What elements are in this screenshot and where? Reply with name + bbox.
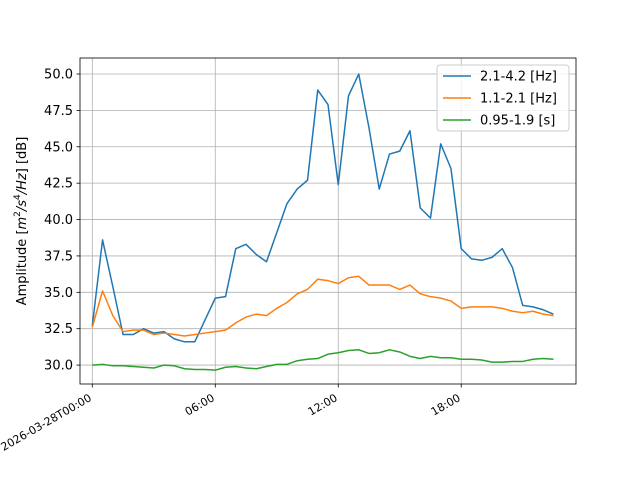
series-line-1	[91, 275, 554, 337]
axes-frame	[79, 57, 577, 385]
series-lines	[91, 73, 554, 371]
legend-label: 2.1-4.2 [Hz]	[480, 70, 557, 85]
x-tick-label: 18:00	[429, 391, 463, 418]
grid-lines	[80, 58, 576, 384]
series-line-0	[91, 73, 554, 343]
x-tick-label: 06:00	[183, 391, 217, 418]
y-tick-label: 32.5	[44, 322, 73, 337]
y-tick-label: 47.5	[44, 104, 73, 119]
legend-label: 0.95-1.9 [s]	[480, 114, 555, 129]
y-axis-ticks: 30.0 32.5 35.0 37.5 40.0 42.5 45.0 47.5 50.0	[44, 68, 80, 374]
legend-box	[436, 64, 570, 132]
y-tick-label: 37.5	[44, 249, 73, 264]
legend: 2.1-4.2 [Hz] 1.1-2.1 [Hz] 0.95-1.9 [s]	[436, 64, 570, 132]
y-tick-label: 45.0	[44, 140, 73, 155]
x-tick-label: 2026-03-28T00:00	[0, 391, 94, 453]
x-axis-ticks: 2026-03-28T00:00 06:00 12:00 18:00	[0, 384, 463, 454]
y-tick-label: 42.5	[44, 177, 73, 192]
y-tick-label: 40.0	[44, 213, 73, 228]
y-axis-label: Amplitude [m2/s4/Hz] [dB]	[13, 137, 30, 306]
x-tick-label: 12:00	[306, 391, 340, 418]
legend-label: 1.1-2.1 [Hz]	[480, 92, 557, 107]
y-tick-label: 50.0	[44, 68, 73, 83]
y-tick-label: 35.0	[44, 286, 73, 301]
y-tick-label: 30.0	[44, 359, 73, 374]
series-line-2	[92, 349, 554, 371]
